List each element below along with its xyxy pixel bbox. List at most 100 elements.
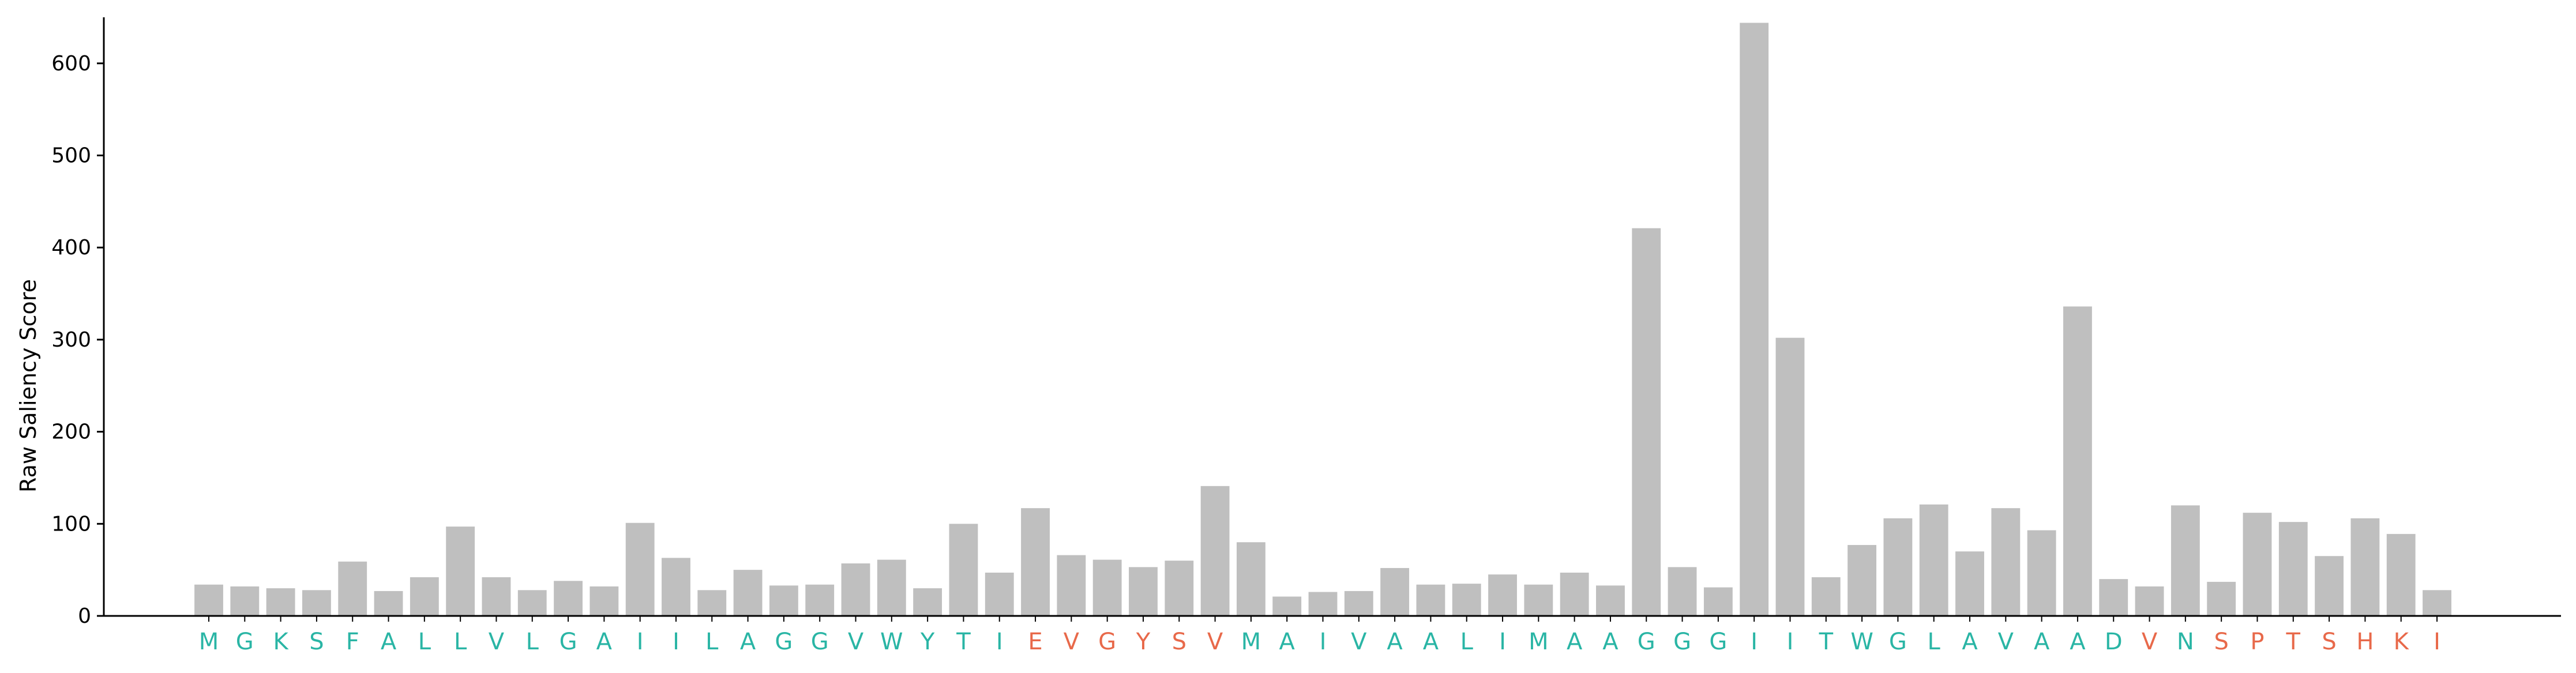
x-tick-label: G xyxy=(1638,629,1655,655)
bar xyxy=(374,591,403,616)
x-tick-label: V xyxy=(1207,629,1223,655)
x-tick-label: A xyxy=(1962,629,1978,655)
bar xyxy=(2315,556,2344,616)
x-tick-label: A xyxy=(740,629,756,655)
y-axis: 0 100 200 300 400 500 600 xyxy=(51,52,104,628)
x-tick-label: A xyxy=(1602,629,1619,655)
bar xyxy=(2278,522,2308,616)
bar xyxy=(1416,584,1445,616)
x-tick-label: A xyxy=(381,629,397,655)
bar xyxy=(1344,591,1373,616)
bar xyxy=(1775,337,1805,616)
bar xyxy=(1991,508,2021,616)
x-tick-label: L xyxy=(454,629,467,655)
x-tick-label: I xyxy=(1751,629,1758,655)
x-tick-label: K xyxy=(2394,629,2410,655)
x-tick-label: E xyxy=(1028,629,1042,655)
bar xyxy=(1524,584,1553,616)
bar xyxy=(2027,530,2056,616)
bar xyxy=(2350,518,2380,616)
bar xyxy=(841,563,870,616)
x-tick-label: S xyxy=(1172,629,1186,655)
x-tick-label: L xyxy=(526,629,539,655)
bar xyxy=(554,581,583,616)
bar xyxy=(1955,551,1984,616)
x-tick-label: V xyxy=(1998,629,2014,655)
bar xyxy=(1703,587,1733,616)
x-tick-label: I xyxy=(1499,629,1506,655)
bar xyxy=(2207,581,2236,616)
y-axis-title: Raw Saliency Score xyxy=(16,279,41,492)
y-tick-label: 0 xyxy=(78,604,91,628)
bar xyxy=(625,522,655,616)
bar xyxy=(1668,567,1697,616)
bar xyxy=(1308,592,1338,616)
x-tick-label: G xyxy=(559,629,577,655)
x-tick-label: K xyxy=(273,629,289,655)
bar xyxy=(1092,559,1122,616)
x-tick-label: M xyxy=(199,629,219,655)
bar xyxy=(1236,542,1266,616)
bar xyxy=(1740,22,1769,616)
x-tick-label: I xyxy=(1320,629,1327,655)
x-tick-label: I xyxy=(2434,629,2440,655)
x-tick-label: S xyxy=(2322,629,2336,655)
bars-group xyxy=(194,22,2451,616)
bar xyxy=(805,584,835,616)
bar xyxy=(949,524,978,616)
bar xyxy=(1057,555,1086,616)
x-tick-label: H xyxy=(2356,629,2374,655)
x-tick-label: F xyxy=(346,629,359,655)
x-tick-label: N xyxy=(2177,629,2194,655)
bar xyxy=(877,559,906,616)
bar xyxy=(1632,228,1661,616)
bar xyxy=(1021,508,1050,616)
bar xyxy=(589,586,619,616)
y-tick-label: 600 xyxy=(51,52,91,76)
x-tick-label: G xyxy=(775,629,793,655)
bar xyxy=(1272,596,1302,616)
x-tick-label: G xyxy=(811,629,829,655)
x-tick-label: A xyxy=(1423,629,1439,655)
x-tick-label: G xyxy=(1673,629,1691,655)
x-tick-label: V xyxy=(848,629,864,655)
y-tick-label: 200 xyxy=(51,420,91,444)
bar xyxy=(1560,572,1589,616)
x-tick-label: M xyxy=(1529,629,1549,655)
x-tick-label: S xyxy=(309,629,324,655)
bar xyxy=(517,590,547,616)
bar xyxy=(2243,513,2272,616)
x-tick-label: Y xyxy=(920,629,935,655)
y-tick-label: 100 xyxy=(51,512,91,536)
x-tick-label: M xyxy=(1241,629,1261,655)
bar xyxy=(733,570,763,616)
x-tick-label: G xyxy=(236,629,254,655)
bar xyxy=(985,572,1014,616)
x-tick-label: A xyxy=(1567,629,1583,655)
bar xyxy=(2423,590,2451,616)
bar xyxy=(1165,561,1194,616)
bar xyxy=(1883,518,1913,616)
x-tick-label: T xyxy=(956,629,971,655)
bar xyxy=(1596,585,1625,616)
bar xyxy=(338,561,367,616)
bar xyxy=(1488,574,1517,616)
x-tick-label: L xyxy=(1928,629,1941,655)
x-tick-label: A xyxy=(1279,629,1295,655)
x-tick-label: V xyxy=(1064,629,1080,655)
x-tick-label: A xyxy=(2034,629,2050,655)
bar xyxy=(2171,505,2200,616)
x-tick-label: T xyxy=(2286,629,2301,655)
bar xyxy=(1129,567,1158,616)
y-tick-label: 500 xyxy=(51,144,91,168)
bar xyxy=(2386,533,2416,616)
x-tick-label: P xyxy=(2250,629,2264,655)
x-tick-label: W xyxy=(880,629,903,655)
bar xyxy=(482,577,511,616)
x-tick-label: A xyxy=(2070,629,2086,655)
x-tick-label: I xyxy=(673,629,679,655)
bar xyxy=(194,584,223,616)
x-tick-label: L xyxy=(418,629,431,655)
x-tick-label: V xyxy=(1351,629,1367,655)
